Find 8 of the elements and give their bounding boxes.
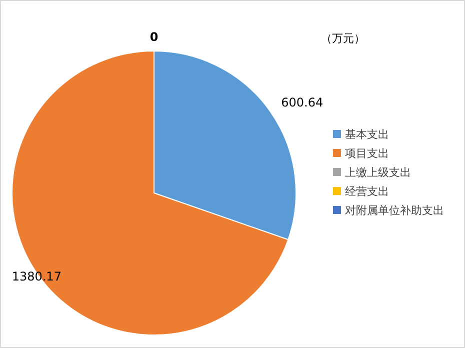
legend-label: 经营支出 <box>345 185 389 198</box>
legend-label: 上缴上级支出 <box>345 166 411 179</box>
legend-label: 项目支出 <box>345 147 389 160</box>
data-label: 600.64 <box>281 96 324 110</box>
text: （万元） <box>321 31 365 46</box>
text: 0 <box>150 30 158 44</box>
legend-label: 对附属单位补助支出 <box>345 204 444 217</box>
legend-label: 基本支出 <box>345 128 389 141</box>
